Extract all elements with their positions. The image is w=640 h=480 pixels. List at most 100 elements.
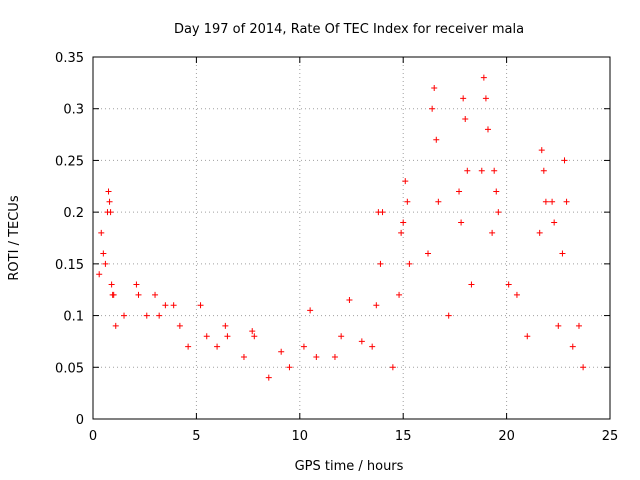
data-point bbox=[107, 209, 114, 216]
data-point bbox=[377, 260, 384, 267]
data-point bbox=[373, 302, 380, 309]
data-point bbox=[110, 291, 117, 298]
data-point bbox=[538, 147, 545, 154]
data-point bbox=[133, 281, 140, 288]
x-tick-label: 25 bbox=[602, 429, 619, 444]
data-point bbox=[396, 291, 403, 298]
data-point bbox=[346, 297, 353, 304]
data-point bbox=[458, 219, 465, 226]
data-point bbox=[489, 229, 496, 236]
data-point bbox=[112, 322, 119, 329]
chart-title: Day 197 of 2014, Rate Of TEC Index for r… bbox=[174, 22, 524, 37]
axis-ticks bbox=[92, 56, 611, 420]
data-point bbox=[222, 322, 229, 329]
data-point bbox=[480, 74, 487, 81]
y-tick-label: 0.05 bbox=[55, 361, 84, 376]
x-axis-label: GPS time / hours bbox=[295, 459, 404, 474]
data-point bbox=[143, 312, 150, 319]
data-point bbox=[251, 333, 258, 340]
x-tick-label: 10 bbox=[292, 429, 309, 444]
data-point bbox=[460, 95, 467, 102]
data-point bbox=[435, 198, 442, 205]
data-point bbox=[445, 312, 452, 319]
y-tick-label: 0.25 bbox=[55, 154, 84, 169]
data-point bbox=[495, 209, 502, 216]
plot-frame bbox=[92, 56, 611, 420]
y-tick-label: 0.15 bbox=[55, 258, 84, 273]
data-point bbox=[429, 105, 436, 112]
data-point bbox=[278, 348, 285, 355]
data-point bbox=[176, 322, 183, 329]
data-point bbox=[542, 198, 549, 205]
data-point bbox=[286, 364, 293, 371]
data-point bbox=[468, 281, 475, 288]
data-point bbox=[569, 343, 576, 350]
data-point bbox=[561, 157, 568, 164]
data-point bbox=[431, 85, 438, 92]
x-tick-label: 20 bbox=[498, 429, 515, 444]
y-tick-label: 0.1 bbox=[63, 310, 84, 325]
data-point bbox=[105, 188, 112, 195]
data-point bbox=[402, 178, 409, 185]
data-point bbox=[524, 333, 531, 340]
data-point bbox=[551, 219, 558, 226]
data-point bbox=[563, 198, 570, 205]
data-point bbox=[404, 198, 411, 205]
data-point bbox=[369, 343, 376, 350]
data-point bbox=[224, 333, 231, 340]
x-tick-label: 5 bbox=[192, 429, 200, 444]
data-point bbox=[102, 260, 109, 267]
data-point bbox=[240, 353, 247, 360]
data-point bbox=[555, 322, 562, 329]
data-point bbox=[162, 302, 169, 309]
data-point bbox=[121, 312, 128, 319]
data-point bbox=[185, 343, 192, 350]
data-point bbox=[464, 167, 471, 174]
y-axis-label: ROTI / TECUs bbox=[7, 195, 22, 280]
data-point bbox=[536, 229, 543, 236]
data-point bbox=[425, 250, 432, 257]
data-point bbox=[559, 250, 566, 257]
data-point bbox=[478, 167, 485, 174]
data-point bbox=[313, 353, 320, 360]
y-tick-label: 0 bbox=[76, 413, 84, 428]
data-point bbox=[152, 291, 159, 298]
data-point bbox=[540, 167, 547, 174]
data-point bbox=[484, 126, 491, 133]
data-point bbox=[108, 281, 115, 288]
data-point bbox=[379, 209, 386, 216]
data-point bbox=[307, 307, 314, 314]
data-point bbox=[331, 353, 338, 360]
tick-labels: 0 5 10 15 20 25 0 0.05 0.1 0.15 0.2 0.25 0.3 0.35 bbox=[55, 51, 618, 444]
data-point bbox=[491, 167, 498, 174]
data-point bbox=[249, 328, 256, 335]
data-point bbox=[549, 198, 556, 205]
data-point bbox=[300, 343, 307, 350]
grid-lines bbox=[93, 57, 610, 419]
y-tick-label: 0.35 bbox=[55, 51, 84, 66]
data-point bbox=[513, 291, 520, 298]
data-point bbox=[100, 250, 107, 257]
data-point bbox=[493, 188, 500, 195]
data-point bbox=[265, 374, 272, 381]
data-point bbox=[214, 343, 221, 350]
data-point bbox=[135, 291, 142, 298]
y-tick-label: 0.3 bbox=[63, 103, 84, 118]
data-point bbox=[106, 198, 113, 205]
data-point bbox=[575, 322, 582, 329]
data-point bbox=[96, 271, 103, 278]
x-tick-label: 0 bbox=[89, 429, 97, 444]
data-points bbox=[96, 74, 587, 381]
data-point bbox=[98, 229, 105, 236]
data-point bbox=[433, 136, 440, 143]
x-tick-label: 15 bbox=[395, 429, 412, 444]
data-point bbox=[338, 333, 345, 340]
data-point bbox=[203, 333, 210, 340]
data-point bbox=[456, 188, 463, 195]
data-point bbox=[580, 364, 587, 371]
data-point bbox=[482, 95, 489, 102]
data-point bbox=[358, 338, 365, 345]
data-point bbox=[505, 281, 512, 288]
data-point bbox=[197, 302, 204, 309]
